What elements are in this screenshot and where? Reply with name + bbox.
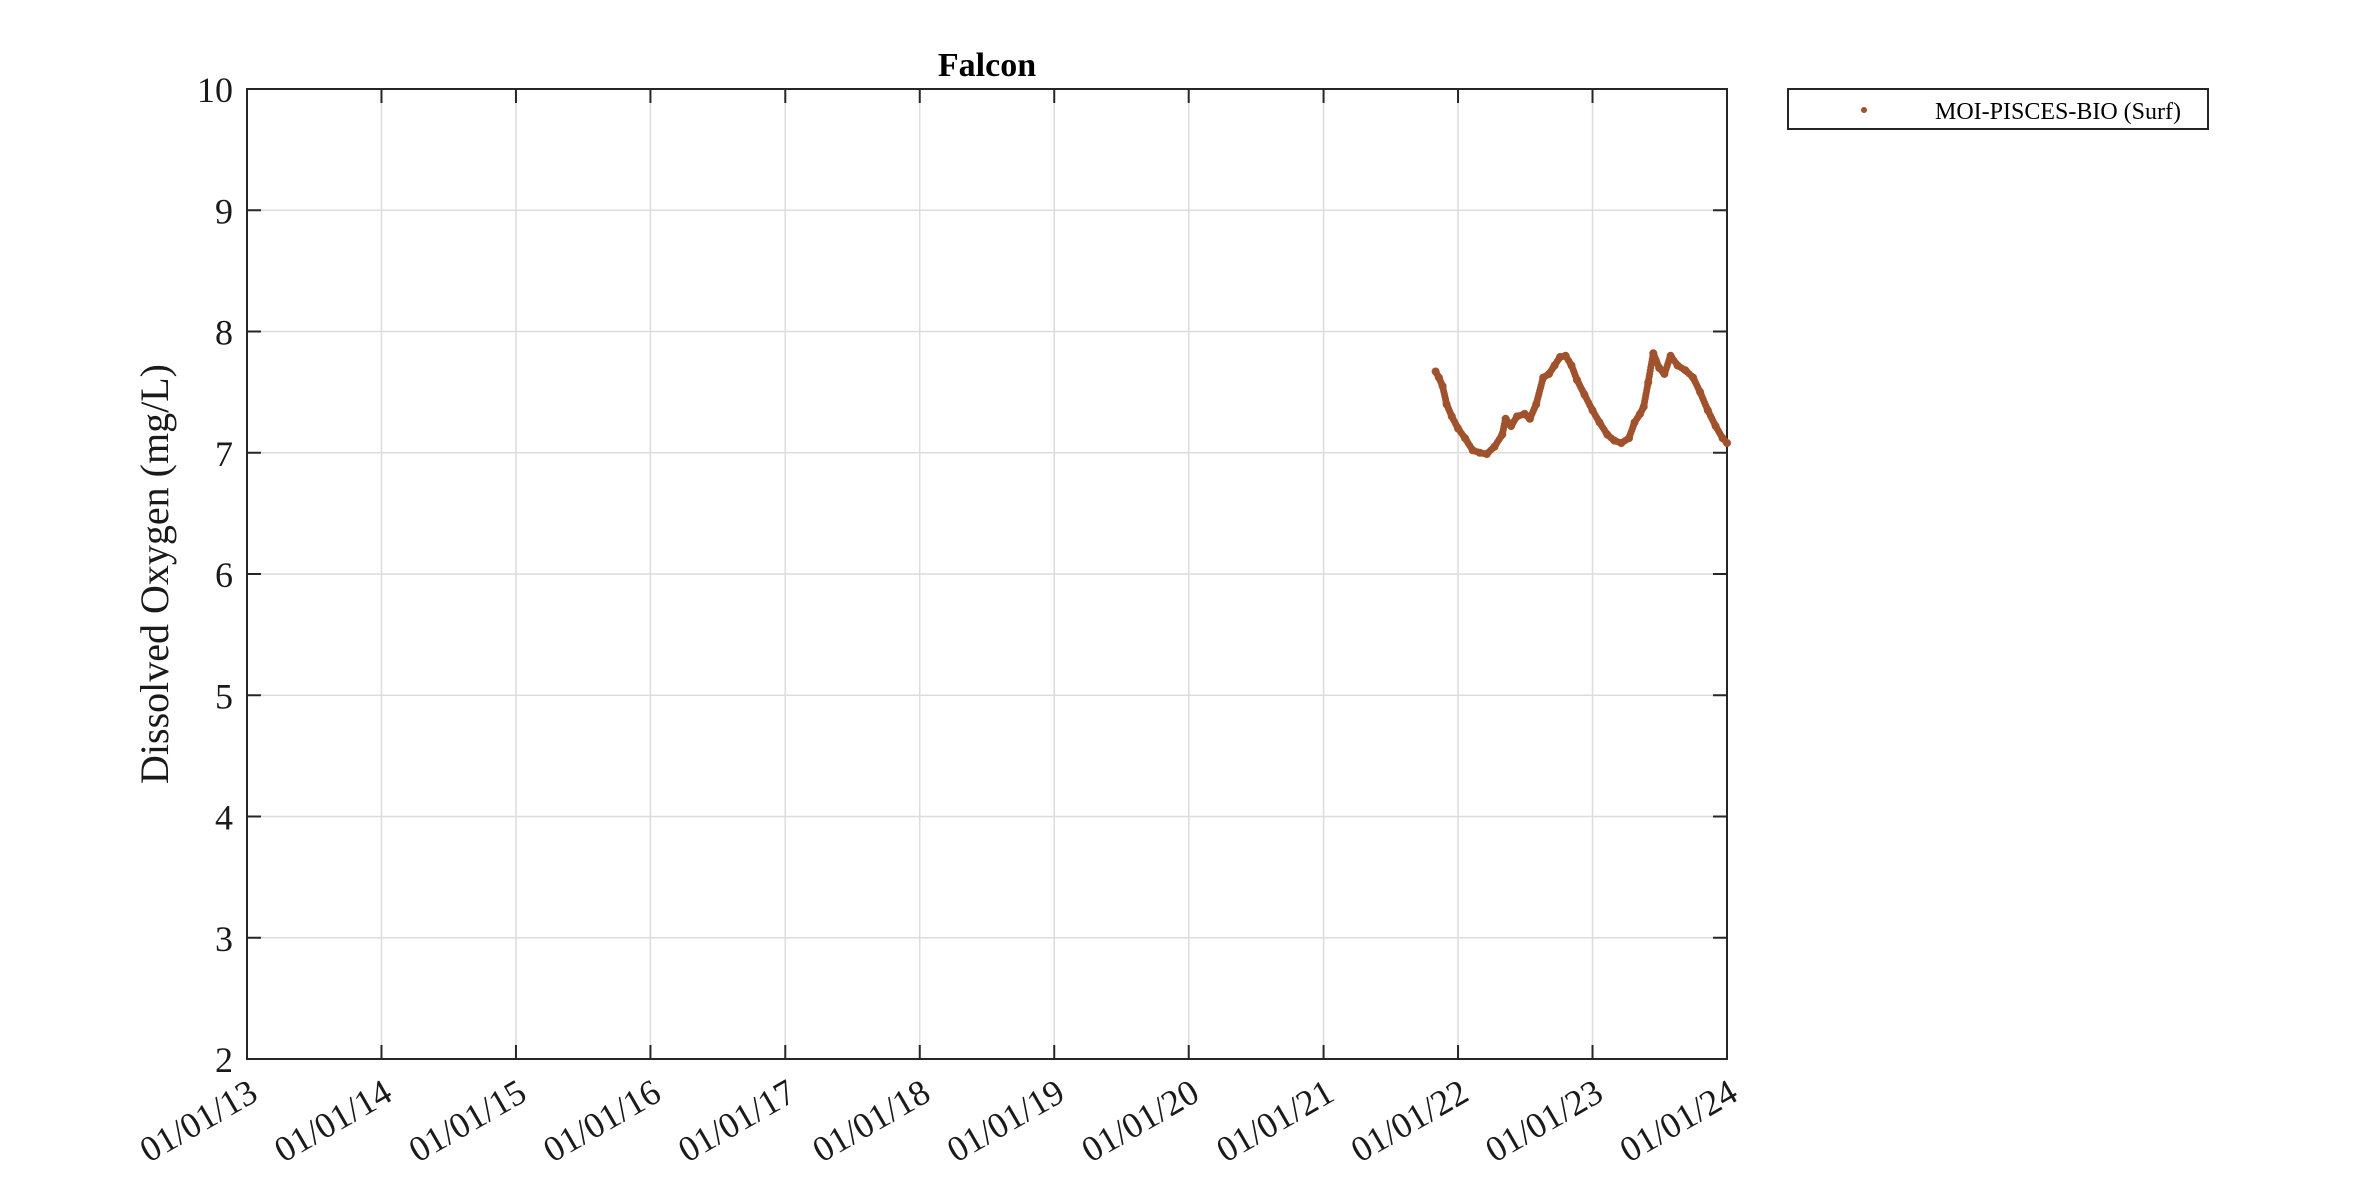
x-tick-label: 01/01/17 [671, 1071, 802, 1170]
y-tick-label: 8 [215, 313, 233, 353]
legend-entry-series-1: MOI-PISCES-BIO (Surf) [1935, 99, 2181, 125]
tick-labels: 01/01/13 01/01/14 01/01/15 01/01/16 01/01/17… [133, 70, 1744, 1170]
x-tick-label: 01/01/13 [133, 1071, 264, 1170]
x-tick-label: 01/01/20 [1075, 1071, 1206, 1170]
x-tick-label: 01/01/22 [1344, 1071, 1475, 1170]
data-points-series-1 [1431, 349, 1731, 458]
x-tick-label: 01/01/24 [1613, 1071, 1744, 1170]
y-tick-label: 10 [197, 70, 233, 110]
x-tick-label: 01/01/16 [536, 1071, 667, 1170]
y-tick-label: 3 [215, 919, 233, 959]
x-tick-label: 01/01/18 [806, 1071, 937, 1170]
grid-lines [247, 89, 1727, 1059]
x-tick-label: 01/01/21 [1209, 1071, 1340, 1170]
y-axis-label: Dissolved Oxygen (mg/L) [132, 364, 177, 784]
y-tick-label: 2 [215, 1040, 233, 1080]
axis-ticks [246, 88, 1728, 1060]
x-tick-label: 01/01/19 [940, 1071, 1071, 1170]
y-tick-label: 4 [215, 798, 233, 838]
chart-title: Falcon [938, 47, 1036, 84]
legend-marker [1861, 107, 1867, 113]
legend-box [1787, 88, 2209, 130]
x-tick-label: 01/01/15 [402, 1071, 533, 1170]
data-point [1723, 439, 1731, 447]
y-tick-label: 5 [215, 676, 233, 716]
legend: MOI-PISCES-BIO (Surf) [1787, 88, 2209, 130]
x-tick-label: 01/01/23 [1478, 1071, 1609, 1170]
y-tick-label: 6 [215, 555, 233, 595]
y-tick-label: 9 [215, 191, 233, 231]
y-tick-label: 7 [215, 434, 233, 474]
x-tick-label: 01/01/14 [267, 1071, 398, 1170]
